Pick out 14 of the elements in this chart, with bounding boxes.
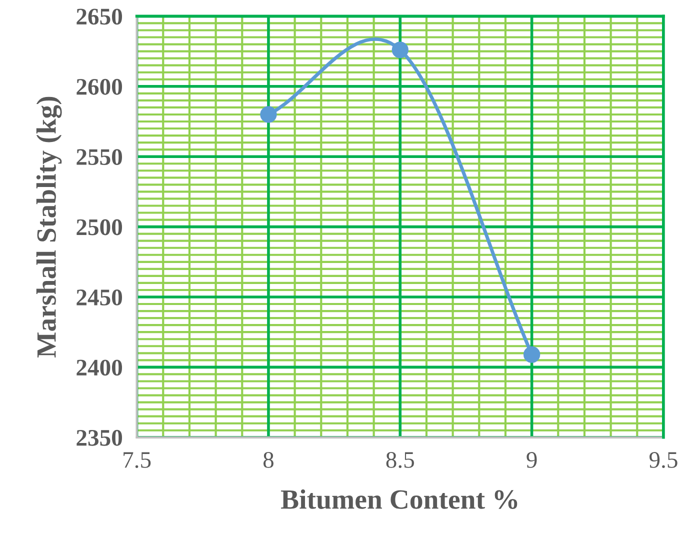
x-tick-label: 7.5: [124, 452, 151, 468]
y-tick-label: 2400: [76, 360, 122, 376]
x-tick-label: 8.5: [386, 452, 414, 468]
y-tick-label: 2350: [76, 430, 122, 446]
y-axis-title: Marshall Stablity (kg): [36, 96, 62, 358]
y-tick-label: 2450: [76, 289, 122, 306]
x-tick-label: 9.5: [649, 452, 678, 468]
y-tick-label: 2500: [76, 219, 122, 236]
x-axis-title: Bitumen Content %: [281, 489, 518, 510]
y-tick-label: 2550: [76, 149, 122, 166]
x-tick-label: 9: [526, 452, 537, 468]
y-tick-label: 2650: [76, 8, 122, 25]
x-tick-label: 8: [263, 452, 274, 468]
y-tick-label: 2600: [76, 78, 122, 95]
